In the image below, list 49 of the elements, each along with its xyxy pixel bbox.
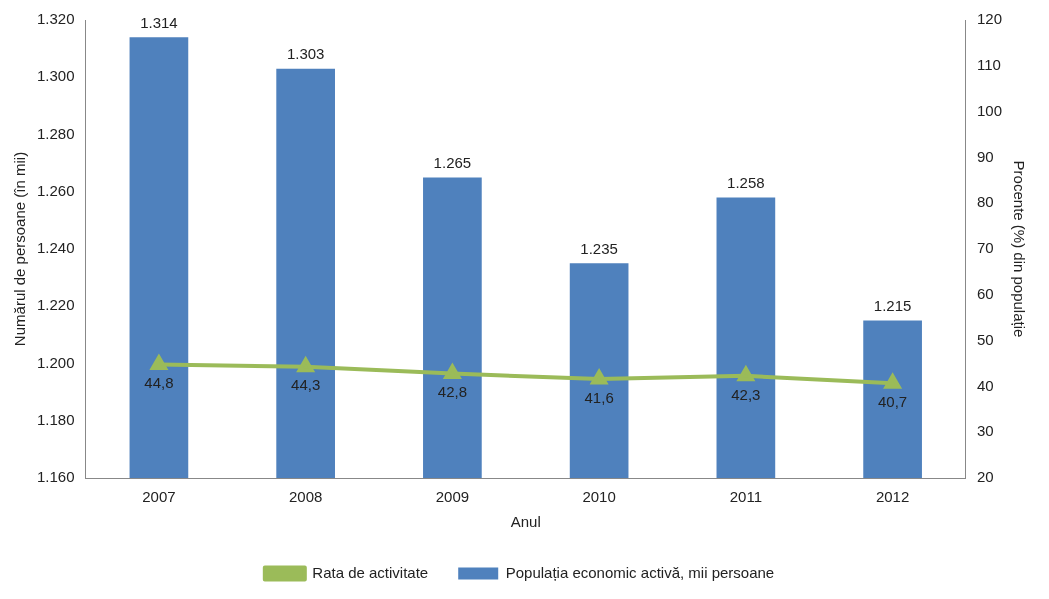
data-label: 1.258 — [727, 174, 765, 192]
y-tick-label: 1.160 — [36, 468, 75, 486]
y2-axis-title: Procente (%) din populație — [1010, 160, 1028, 338]
x-tick-label: 2007 — [142, 488, 176, 506]
data-label: 1.215 — [873, 297, 912, 315]
legend-label: Populația economic activă, mii persoane — [505, 563, 775, 581]
point — [150, 355, 167, 370]
x-tick-label: 2008 — [288, 488, 323, 506]
x-tick-label: 2011 — [729, 488, 762, 506]
y2-tick-label: 60 — [976, 284, 994, 302]
legend-label: Rata de activitate — [312, 563, 429, 581]
data-label: 44,3 — [291, 376, 321, 394]
data-label: 1.265 — [433, 154, 472, 172]
x-tick-label: 2012 — [875, 488, 910, 506]
y2-tick-label: 40 — [976, 376, 994, 394]
data-label: 42,3 — [731, 385, 761, 403]
data-label: 1.314 — [140, 13, 178, 31]
y2-tick-label: 100 — [976, 101, 1002, 119]
y2-tick-label: 90 — [976, 147, 994, 165]
x-axis-title: Anul — [510, 513, 541, 531]
y-tick-label: 1.180 — [36, 410, 75, 428]
y-tick-label: 1.320 — [36, 10, 75, 28]
data-label: 1.303 — [286, 45, 325, 63]
data-label: 42,8 — [437, 383, 467, 401]
y2-tick-label: 50 — [976, 330, 994, 348]
x-tick-label: 2010 — [582, 488, 616, 506]
y-axis-title: Numărul de persoane (în mii) — [11, 151, 29, 347]
y-tick-label: 1.240 — [36, 239, 75, 257]
y2-tick-label: 70 — [976, 239, 994, 257]
y-tick-label: 1.260 — [36, 181, 75, 199]
y-tick-label: 1.220 — [36, 296, 75, 314]
y-tick-label: 1.300 — [36, 67, 75, 85]
y-tick-label: 1.280 — [36, 124, 75, 142]
data-label: 40,7 — [878, 392, 908, 410]
point — [591, 370, 608, 385]
point — [884, 374, 901, 389]
point — [737, 366, 754, 382]
y2-tick-label: 20 — [976, 468, 994, 486]
data-label: 44,8 — [144, 374, 174, 392]
point — [443, 362, 462, 380]
y2-tick-label: 80 — [976, 193, 994, 211]
y-tick-label: 1.200 — [36, 353, 75, 371]
y2-tick-label: 30 — [976, 422, 994, 440]
x-tick-label: 2009 — [435, 488, 470, 506]
data-label: 1.235 — [580, 239, 618, 257]
y2-tick-label: 110 — [976, 55, 1001, 73]
point — [297, 357, 314, 373]
data-label: 41,6 — [584, 388, 614, 406]
y2-tick-label: 120 — [976, 10, 1002, 28]
